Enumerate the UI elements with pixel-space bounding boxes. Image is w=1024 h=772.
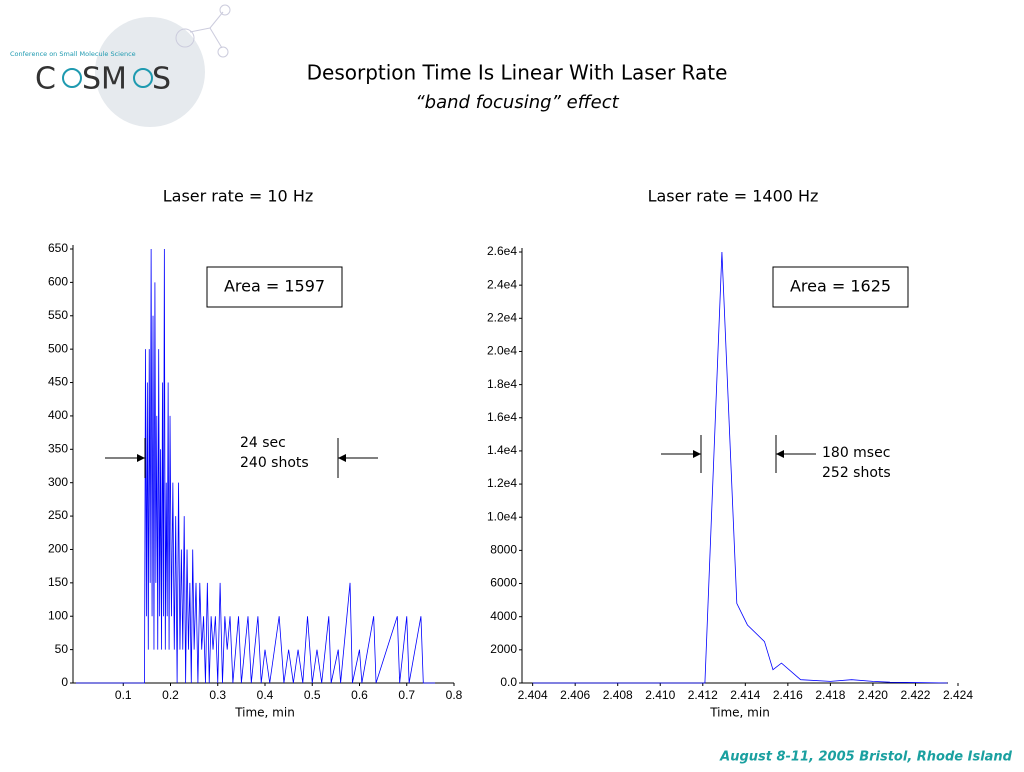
x-tick-label: 0.3	[209, 688, 226, 702]
x-tick-label: 0.8	[446, 688, 463, 702]
data-line	[76, 248, 436, 684]
chart-title: Laser rate = 1400 Hz	[648, 187, 819, 206]
annotation: 240 shots	[240, 455, 309, 471]
arrow-head	[338, 454, 346, 462]
y-tick-label: 650	[48, 241, 68, 255]
x-tick-label: 0.5	[304, 688, 321, 702]
data-line	[532, 251, 948, 684]
x-tick-label: 0.1	[115, 688, 132, 702]
x-tick-label: 2.416	[773, 688, 803, 702]
y-tick-label: 2000	[490, 642, 517, 656]
x-tick-label: 2.404	[518, 688, 548, 702]
y-tick-label: 8000	[490, 543, 517, 557]
annotation-box	[772, 266, 909, 308]
annotation: 180 msec	[822, 445, 890, 461]
x-tick-label: 2.422	[900, 688, 930, 702]
y-tick-label: 0.0	[500, 675, 517, 689]
y-tick-label: 250	[48, 508, 68, 522]
y-tick-label: 1.2e4	[487, 476, 517, 490]
y-tick-label: 400	[48, 408, 68, 422]
arrow-head	[693, 450, 701, 458]
y-tick-label: 2.4e4	[487, 277, 517, 291]
y-tick-label: 4000	[490, 609, 517, 623]
x-tick-label: 2.414	[730, 688, 760, 702]
y-tick-label: 550	[48, 308, 68, 322]
x-tick-label: 2.424	[943, 688, 973, 702]
logo-letter: SM	[82, 62, 127, 97]
y-tick-label: 150	[48, 575, 68, 589]
chart-title: Laser rate = 10 Hz	[163, 187, 314, 206]
chart: Laser rate = 1400 Hz 0.0 2000 4000 6000 8000 1…	[487, 187, 973, 720]
x-tick-label: 2.406	[560, 688, 590, 702]
y-tick-label: 100	[48, 608, 68, 622]
x-tick-label: 2.418	[815, 688, 845, 702]
annotation: Area = 1625	[790, 277, 891, 296]
annotation: 252 shots	[822, 465, 891, 481]
x-tick-label: 2.420	[858, 688, 888, 702]
y-tick-label: 450	[48, 375, 68, 389]
logo-dot	[217, 46, 229, 58]
annotation: 24 sec	[240, 435, 286, 451]
y-tick-label: 6000	[490, 576, 517, 590]
x-axis-label: Time, min	[709, 706, 770, 720]
logo-line	[209, 27, 223, 49]
arrow-head	[137, 454, 145, 462]
y-tick-label: 2.2e4	[487, 310, 517, 324]
annotation-box	[206, 266, 343, 308]
x-tick-label: 0.6	[351, 688, 368, 702]
x-tick-label: 2.410	[645, 688, 675, 702]
y-tick-label: 1.6e4	[487, 410, 517, 424]
x-tick-label: 0.4	[257, 688, 274, 702]
y-tick-label: 350	[48, 441, 68, 455]
y-tick-label: 1.8e4	[487, 377, 517, 391]
x-tick-label: 0.7	[398, 688, 415, 702]
footer: August 8-11, 2005 Bristol, Rhode Island	[719, 750, 1013, 765]
x-tick-label: 2.412	[688, 688, 718, 702]
logo: Conference on Small Molecule Science C S…	[10, 4, 231, 127]
arrow-head	[776, 450, 784, 458]
x-tick-label: 0.2	[162, 688, 179, 702]
y-tick-label: 1.4e4	[487, 443, 517, 457]
logo-letter: S	[152, 62, 171, 97]
x-tick-label: 2.408	[603, 688, 633, 702]
y-tick-label: 0	[61, 675, 68, 689]
logo-ring	[62, 68, 82, 88]
chart: Laser rate = 10 Hz 0 50 100 150 200 250 300 350 4…	[48, 187, 463, 720]
y-tick-label: 600	[48, 275, 68, 289]
y-tick-label: 2.0e4	[487, 344, 517, 358]
logo-dot	[219, 4, 231, 16]
logo-line	[209, 11, 224, 29]
slide-subtitle: “band focusing” effect	[415, 92, 619, 113]
logo-caption: Conference on Small Molecule Science	[10, 50, 136, 58]
logo-line	[189, 27, 211, 33]
y-tick-label: 1.0e4	[487, 509, 517, 523]
y-tick-label: 500	[48, 341, 68, 355]
y-tick-label: 50	[55, 642, 69, 656]
logo-ring	[133, 68, 153, 88]
annotation: Area = 1597	[224, 277, 325, 296]
slide-title: Desorption Time Is Linear With Laser Rat…	[307, 61, 728, 85]
y-tick-label: 200	[48, 542, 68, 556]
x-axis-label: Time, min	[234, 706, 295, 720]
y-tick-label: 2.6e4	[487, 244, 517, 258]
y-tick-label: 300	[48, 475, 68, 489]
logo-dot	[175, 28, 195, 48]
logo-letter: C	[35, 62, 56, 97]
